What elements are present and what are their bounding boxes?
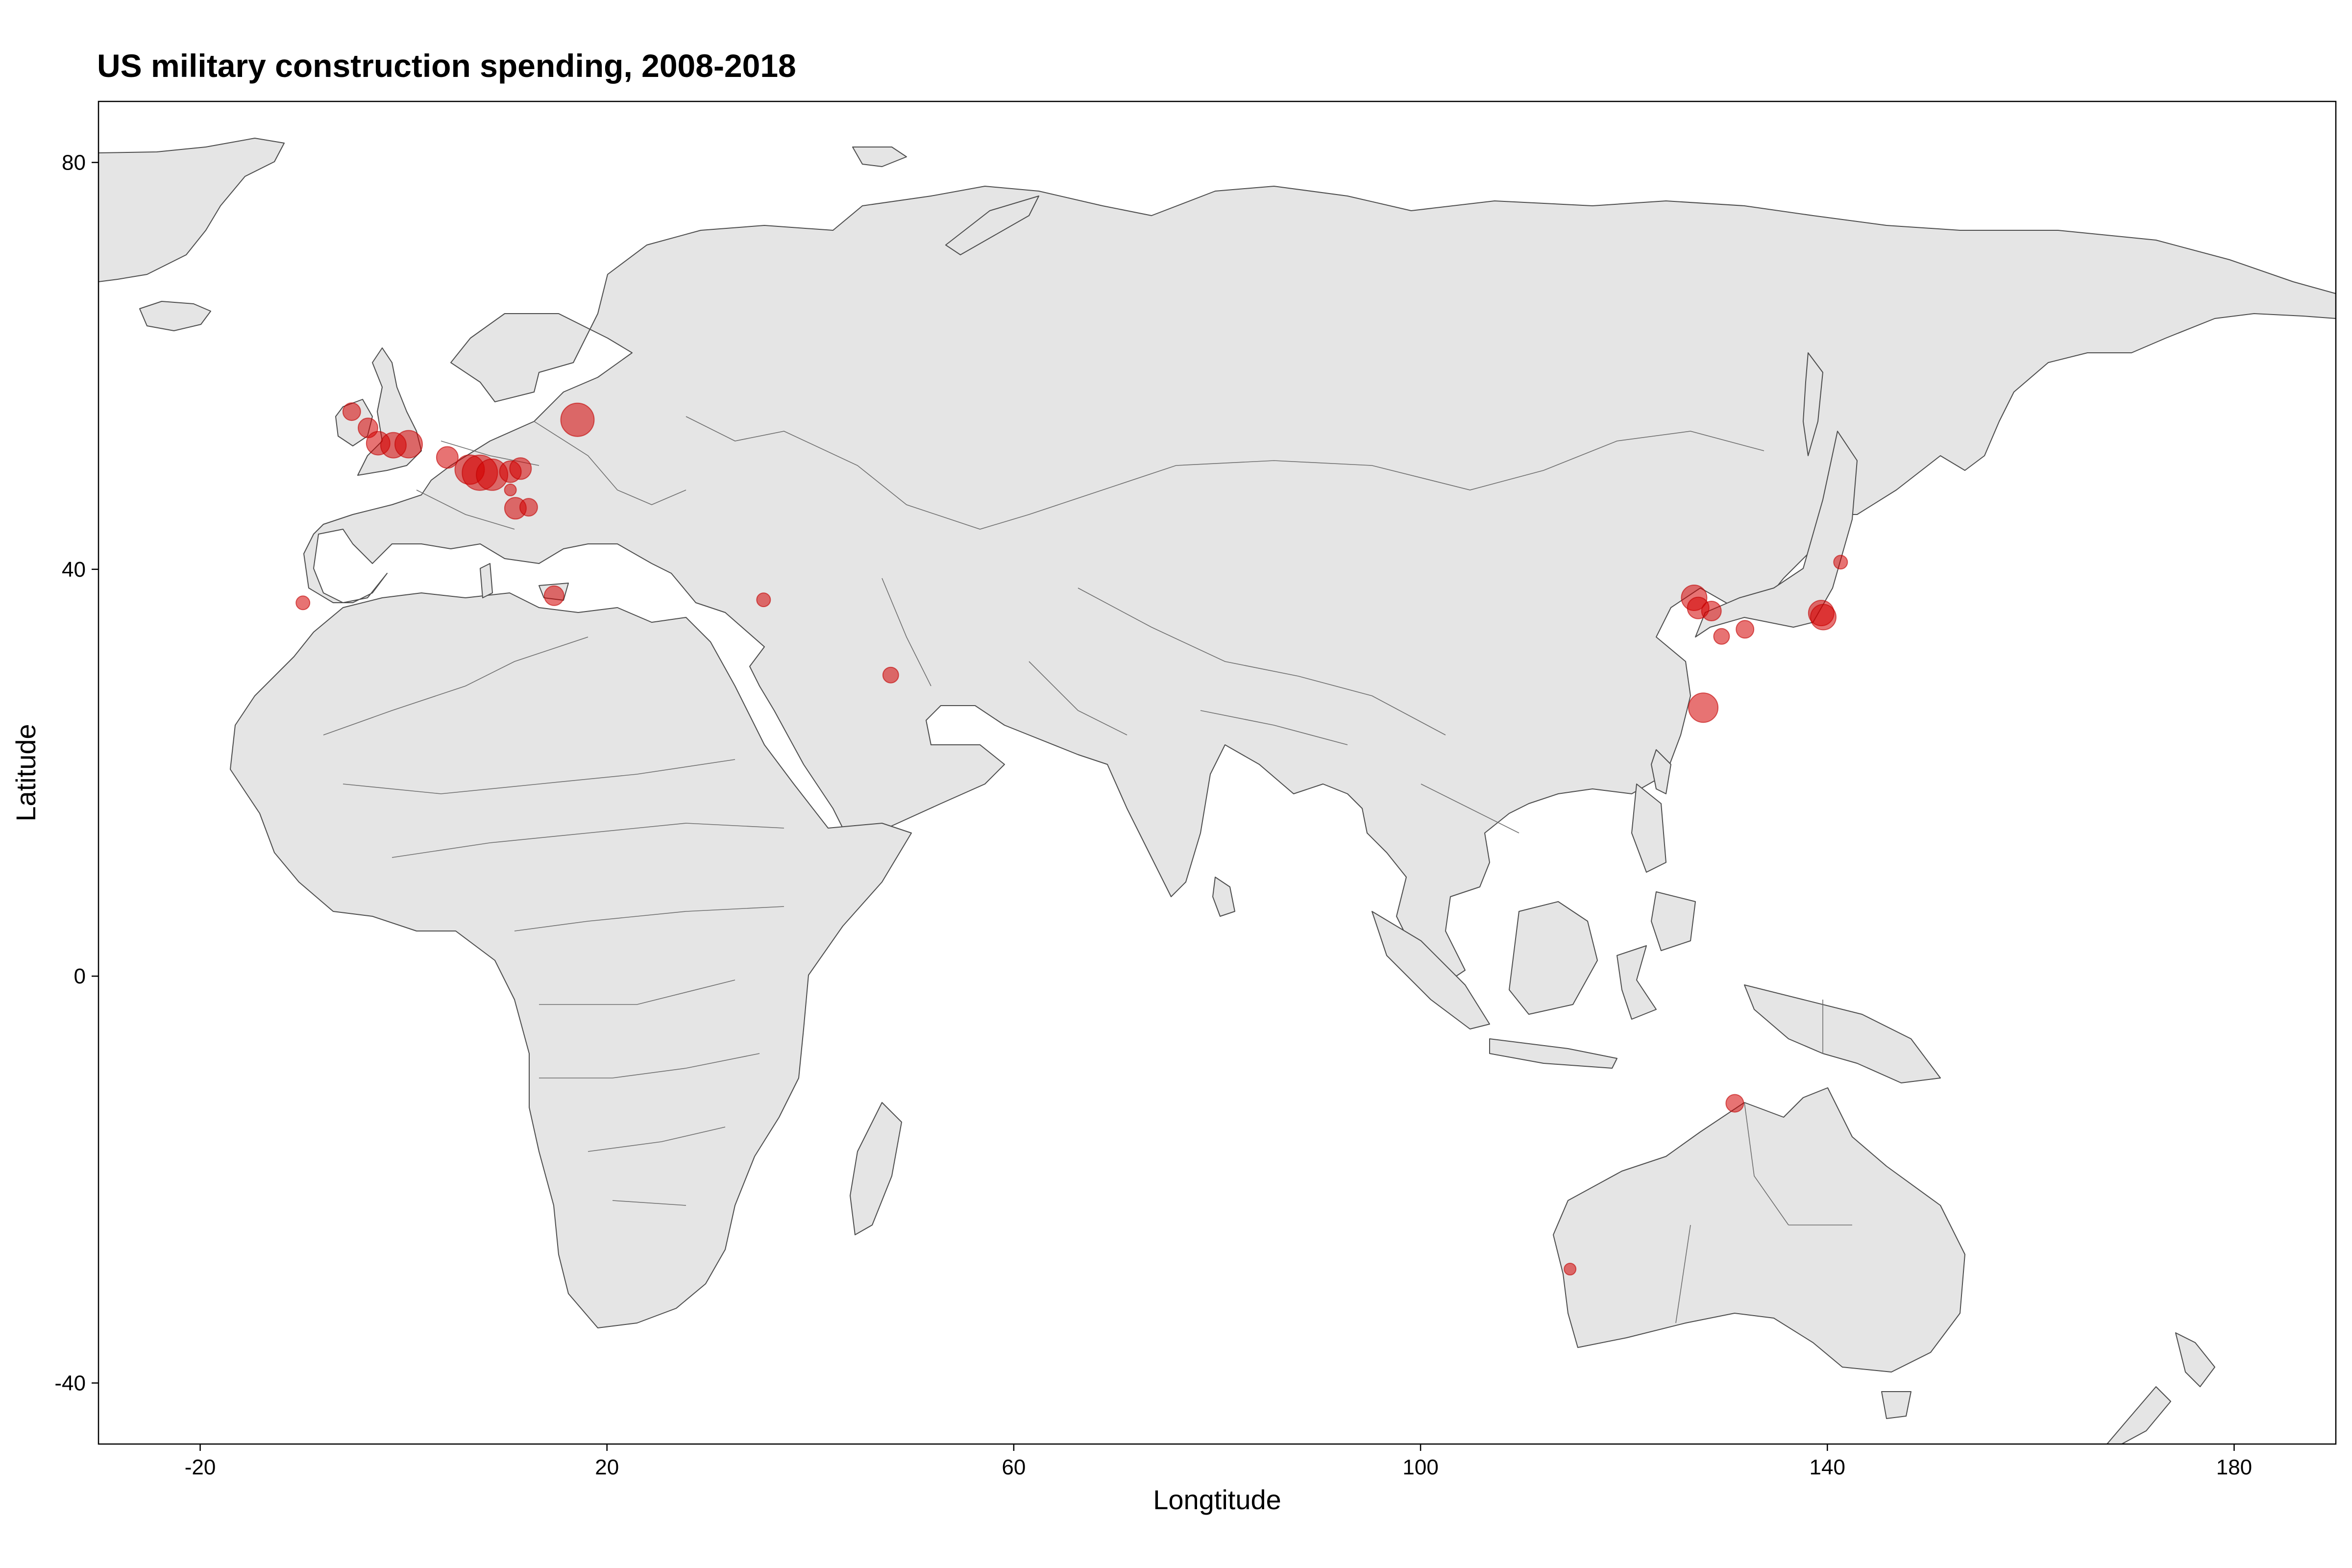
taiwan-landmass xyxy=(1651,749,1671,794)
site-marker-28 xyxy=(1725,1094,1744,1113)
x-tick-label: 20 xyxy=(595,1455,619,1479)
site-marker-26 xyxy=(1833,555,1848,570)
tasmania-landmass xyxy=(1881,1391,1911,1419)
y-tick-label: 40 xyxy=(62,558,86,582)
new-zealand-landmass xyxy=(2107,1332,2215,1444)
site-marker-10 xyxy=(509,457,532,480)
y-tick-label: 80 xyxy=(62,151,86,175)
site-marker-0 xyxy=(342,402,361,421)
site-marker-13 xyxy=(519,498,538,517)
site-marker-11 xyxy=(504,483,517,496)
site-marker-21 xyxy=(1701,601,1722,621)
site-marker-15 xyxy=(543,585,564,606)
site-marker-16 xyxy=(295,595,311,611)
greenland-landmass xyxy=(98,138,285,282)
site-marker-27 xyxy=(1688,692,1719,723)
x-axis: -20 20 60 100 140 180 xyxy=(185,1444,2252,1479)
sulawesi-landmass xyxy=(1617,945,1657,1020)
x-axis-label: Longtitude xyxy=(1153,1484,1281,1515)
africa-landmass xyxy=(230,592,912,1328)
new-guinea-landmass xyxy=(1744,984,1941,1083)
y-axis-label: Latitude xyxy=(10,724,41,821)
sakhalin-landmass xyxy=(1803,352,1823,456)
sri-lanka-landmass xyxy=(1212,877,1235,917)
novaya-zemlya-landmass xyxy=(945,196,1039,255)
map-panel-border xyxy=(98,100,2337,1445)
madagascar-landmass xyxy=(850,1102,902,1235)
x-tick-label: 140 xyxy=(1810,1455,1845,1479)
eurasia-landmass xyxy=(303,186,2336,980)
site-marker-25 xyxy=(1810,604,1837,631)
sardinia-corsica-landmass xyxy=(480,563,493,598)
site-marker-17 xyxy=(756,592,771,608)
site-marker-18 xyxy=(882,666,899,684)
java-landmass xyxy=(1489,1038,1617,1069)
svalbard-landmass xyxy=(852,147,907,167)
site-markers xyxy=(295,402,1848,1275)
land-layer xyxy=(98,138,2336,1444)
y-axis: 80 40 0 -40 xyxy=(54,151,98,1395)
japan-landmass xyxy=(1695,431,1858,637)
x-tick-label: -20 xyxy=(185,1455,216,1479)
y-tick-label: -40 xyxy=(54,1371,86,1395)
australia-landmass xyxy=(1553,1087,1965,1372)
site-marker-5 xyxy=(436,446,459,469)
site-marker-29 xyxy=(1564,1263,1577,1275)
site-marker-23 xyxy=(1736,620,1755,639)
iceland-landmass xyxy=(139,301,211,331)
borneo-landmass xyxy=(1509,901,1598,1015)
country-borders xyxy=(323,416,1852,1323)
x-tick-label: 180 xyxy=(2216,1455,2252,1479)
site-marker-22 xyxy=(1713,628,1730,645)
philippines-landmass xyxy=(1631,784,1696,951)
map-title: US military construction spending, 2008-… xyxy=(97,48,796,84)
x-tick-label: 100 xyxy=(1402,1455,1438,1479)
site-marker-14 xyxy=(560,402,595,437)
sumatra-landmass xyxy=(1372,911,1490,1029)
site-marker-4 xyxy=(394,430,423,459)
y-tick-label: 0 xyxy=(74,964,86,988)
x-tick-label: 60 xyxy=(1002,1455,1026,1479)
